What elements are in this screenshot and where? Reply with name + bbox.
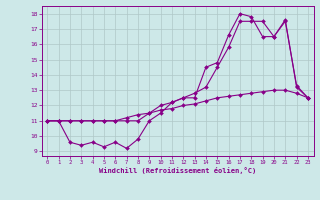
X-axis label: Windchill (Refroidissement éolien,°C): Windchill (Refroidissement éolien,°C) bbox=[99, 167, 256, 174]
